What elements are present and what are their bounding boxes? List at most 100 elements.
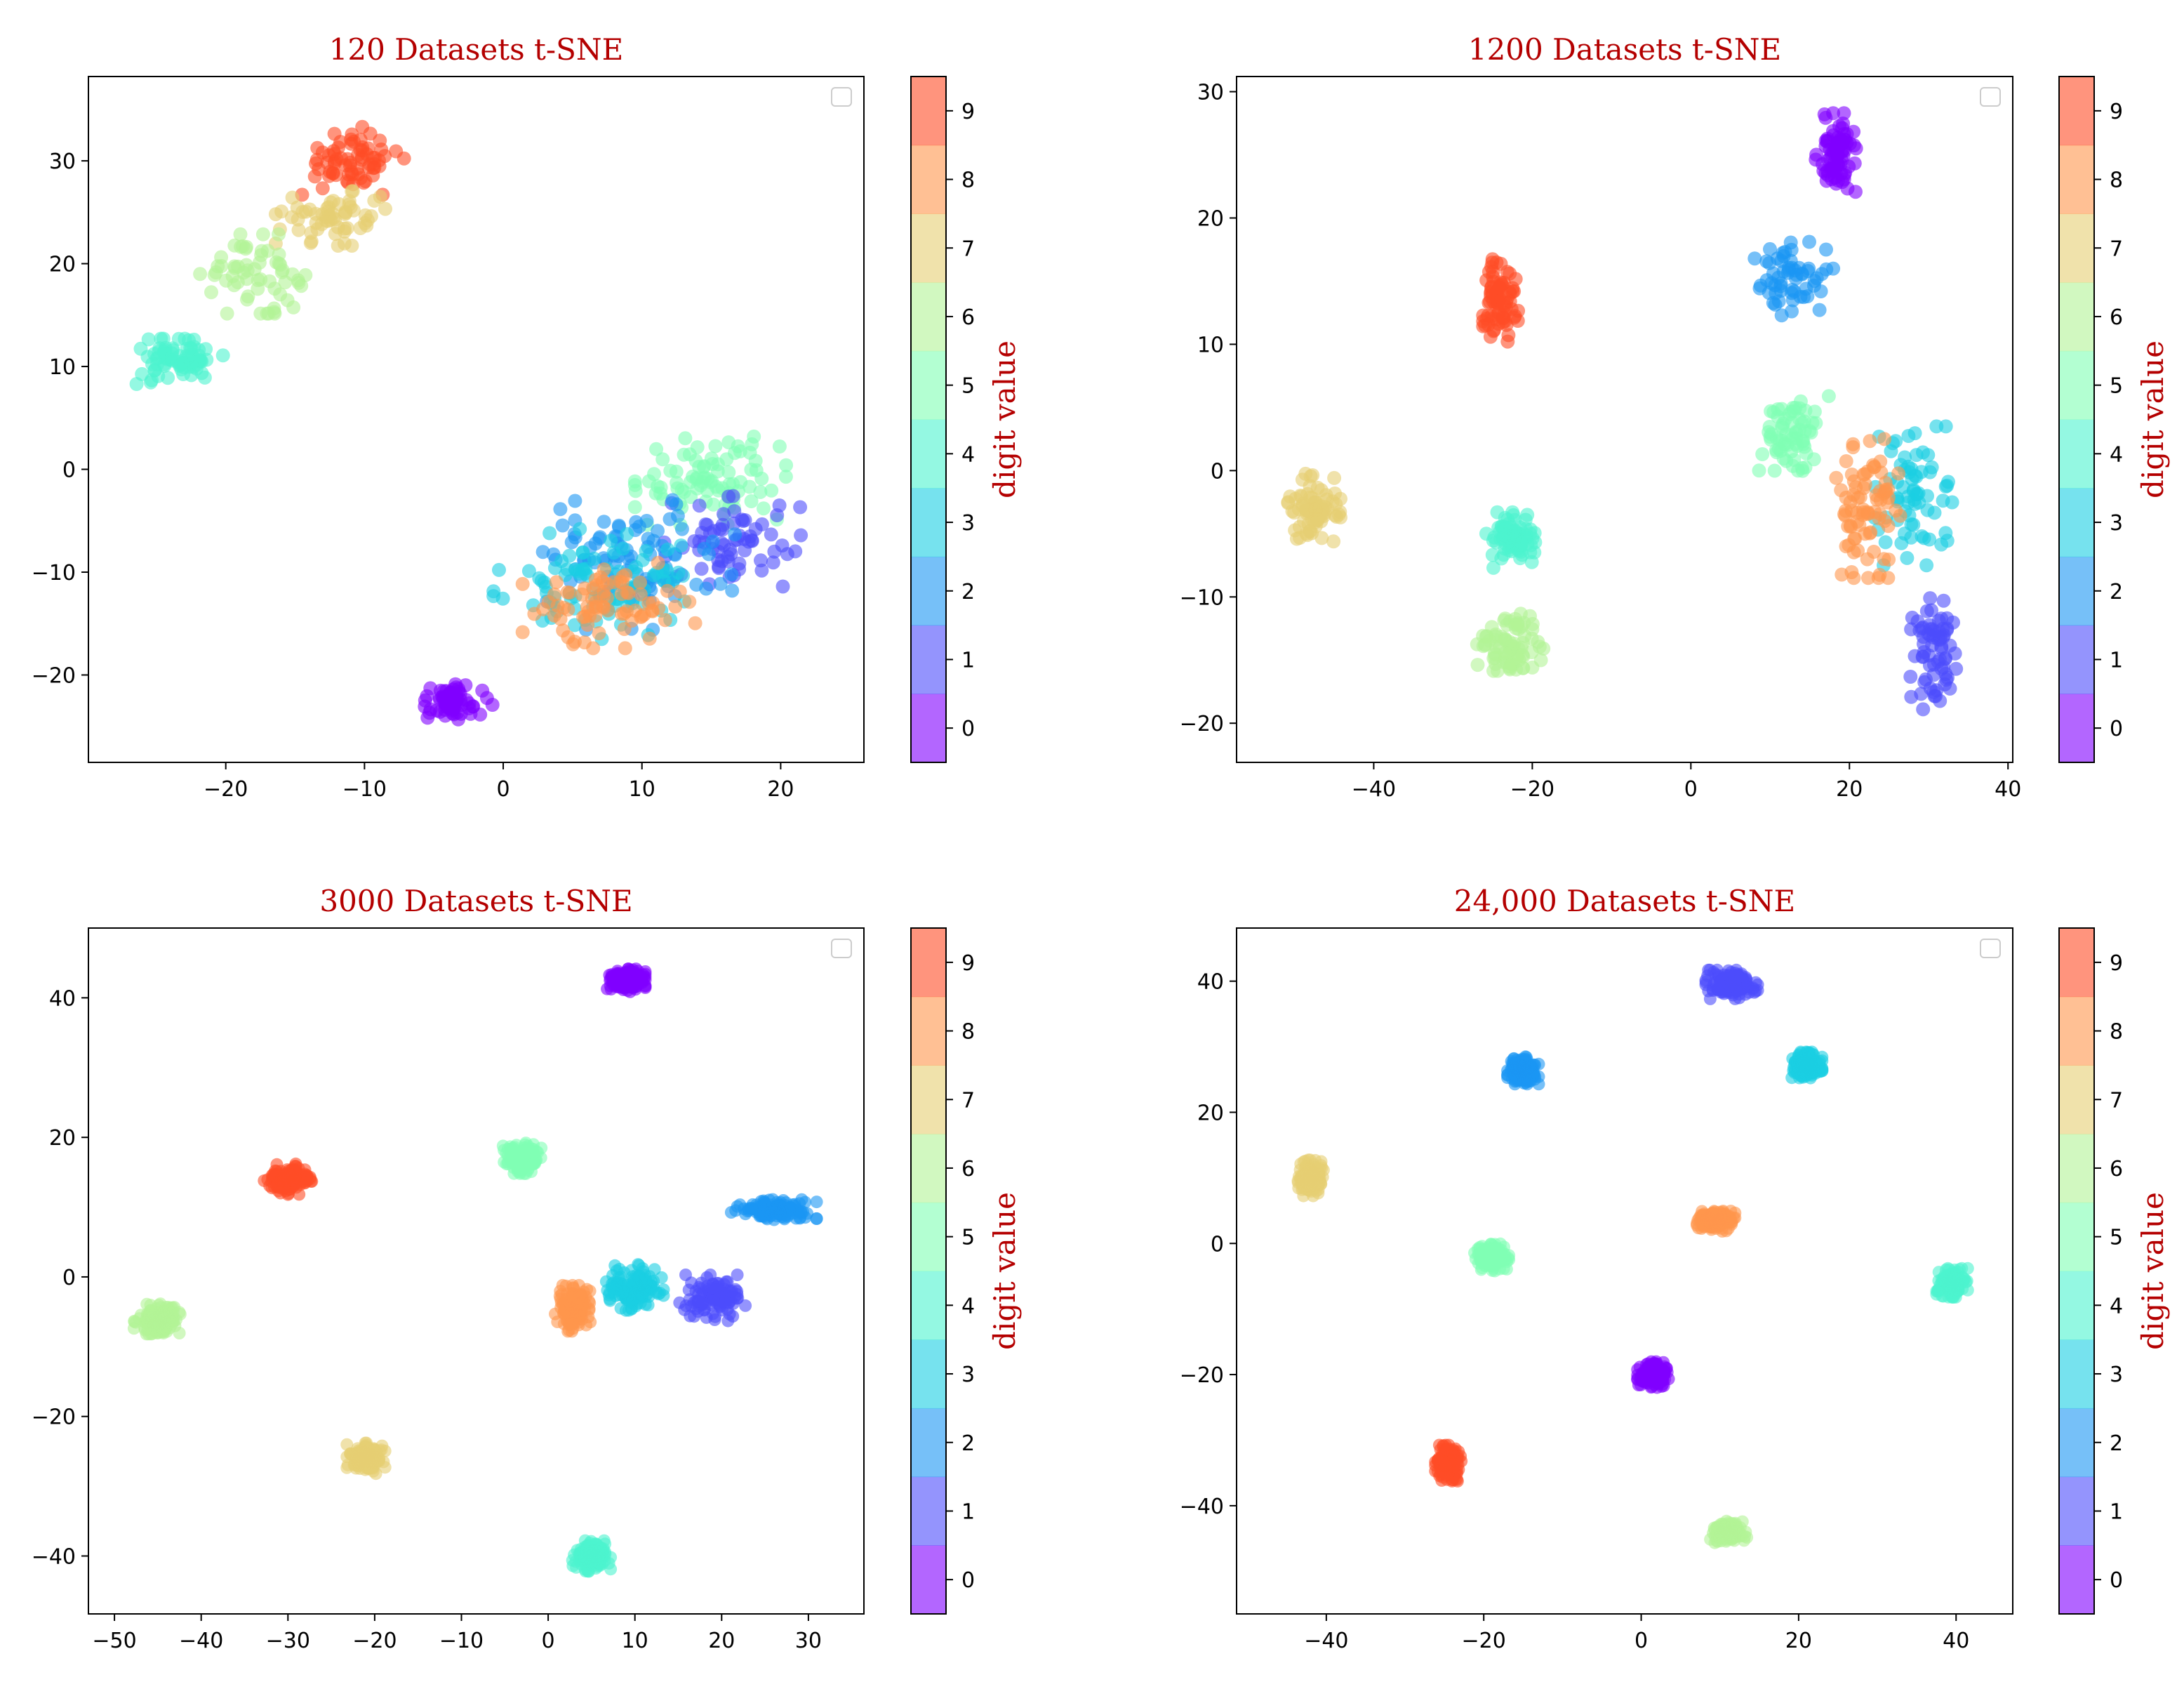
y-tick-label: 20 — [1197, 207, 1224, 232]
point-digit-4 — [156, 331, 171, 346]
point-digit-0 — [459, 693, 474, 708]
point-digit-8 — [617, 607, 632, 621]
point-digit-9 — [1507, 284, 1522, 298]
point-digit-9 — [315, 181, 330, 196]
point-digit-7 — [338, 206, 353, 220]
point-digit-7 — [328, 212, 342, 227]
point-digit-5 — [719, 452, 734, 467]
point-digit-2 — [699, 581, 714, 596]
x-tick-label: −40 — [179, 1629, 223, 1653]
point-digit-3 — [1938, 419, 1953, 434]
point-digit-2 — [1784, 242, 1799, 257]
point-digit-0 — [1818, 133, 1833, 148]
point-digit-8 — [642, 631, 657, 646]
point-digit-3 — [660, 542, 675, 557]
colorbar-tick-label: 8 — [2110, 168, 2123, 193]
point-digit-5 — [678, 431, 693, 446]
colorbar-segment-5 — [911, 350, 946, 420]
point-digit-3 — [560, 562, 575, 577]
point-digit-6 — [241, 289, 255, 304]
y-tick-label: −20 — [32, 1405, 76, 1430]
colorbar-segment-1 — [2059, 1476, 2094, 1546]
point-digit-1 — [1949, 661, 1964, 676]
point-digit-5 — [744, 494, 759, 508]
point-digit-3 — [1920, 503, 1935, 517]
point-digit-7 — [364, 1449, 378, 1462]
point-digit-6 — [145, 1309, 157, 1323]
point-digit-1 — [707, 1294, 721, 1308]
point-digit-3 — [1907, 426, 1922, 441]
y-tick-label: −20 — [32, 663, 76, 688]
point-digit-0 — [622, 962, 635, 976]
x-tick-label: −50 — [92, 1629, 136, 1653]
point-digit-9 — [1484, 286, 1498, 300]
point-digit-5 — [721, 435, 736, 450]
colorbar-tick-label: 6 — [961, 305, 975, 330]
colorbar-tick-label: 0 — [2110, 1568, 2123, 1593]
point-digit-5 — [1755, 447, 1770, 461]
point-digit-7 — [1310, 1172, 1324, 1186]
colorbar-tick-label: 8 — [961, 1020, 975, 1045]
y-tick-label: 0 — [62, 1266, 76, 1290]
point-digit-1 — [1922, 648, 1936, 663]
colorbar-tick-label: 2 — [961, 580, 975, 604]
point-digit-3 — [1940, 534, 1955, 548]
point-digit-7 — [337, 224, 352, 239]
x-tick-label: −40 — [1352, 777, 1396, 802]
point-digit-6 — [253, 272, 268, 286]
point-digit-8 — [1856, 481, 1871, 496]
colorbar-tick-label: 2 — [2110, 1431, 2123, 1456]
point-digit-7 — [309, 216, 324, 230]
point-digit-8 — [1844, 468, 1859, 482]
x-tick-label: −20 — [204, 777, 248, 802]
point-digit-6 — [278, 275, 293, 290]
point-digit-4 — [143, 375, 158, 390]
colorbar-tick-label: 5 — [961, 374, 975, 399]
point-digit-6 — [286, 300, 301, 314]
x-tick-label: 20 — [767, 777, 794, 802]
point-digit-4 — [602, 1556, 615, 1570]
point-digit-5 — [663, 463, 678, 478]
point-digit-4 — [1485, 548, 1500, 562]
point-digit-1 — [754, 563, 769, 578]
point-digit-4 — [1486, 534, 1500, 548]
x-tick-label: 10 — [622, 1629, 648, 1653]
point-digit-6 — [272, 227, 286, 241]
point-digit-8 — [1846, 571, 1861, 585]
colorbar-tick-label: 1 — [2110, 648, 2123, 673]
point-digit-5 — [710, 464, 725, 479]
point-digit-0 — [1849, 185, 1863, 199]
point-digit-4 — [215, 348, 230, 363]
point-digit-8 — [646, 595, 660, 610]
point-digit-5 — [1767, 463, 1782, 478]
colorbar-tick-label: 5 — [961, 1226, 975, 1250]
colorbar-segment-3 — [2059, 488, 2094, 557]
point-digit-1 — [731, 1269, 744, 1281]
point-digit-2 — [555, 518, 570, 533]
point-digit-8 — [651, 555, 665, 570]
y-tick-label: −40 — [32, 1545, 76, 1570]
point-digit-7 — [360, 1461, 373, 1474]
colorbar-tick-label: 3 — [2110, 511, 2123, 536]
colorbar-tick-label: 8 — [961, 168, 975, 193]
colorbar-tick-label: 5 — [2110, 374, 2123, 399]
point-digit-7 — [1291, 502, 1306, 517]
colorbar-segment-0 — [2059, 694, 2094, 763]
point-digit-7 — [369, 1467, 382, 1481]
point-digit-5 — [753, 484, 768, 499]
colorbar-frame — [2058, 927, 2095, 1615]
colorbar-tick-label: 9 — [961, 100, 975, 124]
point-digit-2 — [568, 494, 582, 508]
colorbar-tick-label: 0 — [961, 1568, 975, 1593]
point-digit-7 — [1327, 470, 1342, 485]
point-digit-5 — [688, 453, 703, 468]
point-digit-1 — [754, 553, 768, 568]
point-digit-5 — [1493, 1254, 1506, 1268]
point-digit-8 — [1839, 454, 1853, 468]
point-digit-3 — [486, 584, 501, 599]
point-digit-8 — [1829, 470, 1844, 485]
point-digit-1 — [780, 547, 794, 562]
point-digit-5 — [757, 501, 771, 516]
point-digit-6 — [214, 250, 229, 265]
point-digit-3 — [1909, 470, 1924, 484]
